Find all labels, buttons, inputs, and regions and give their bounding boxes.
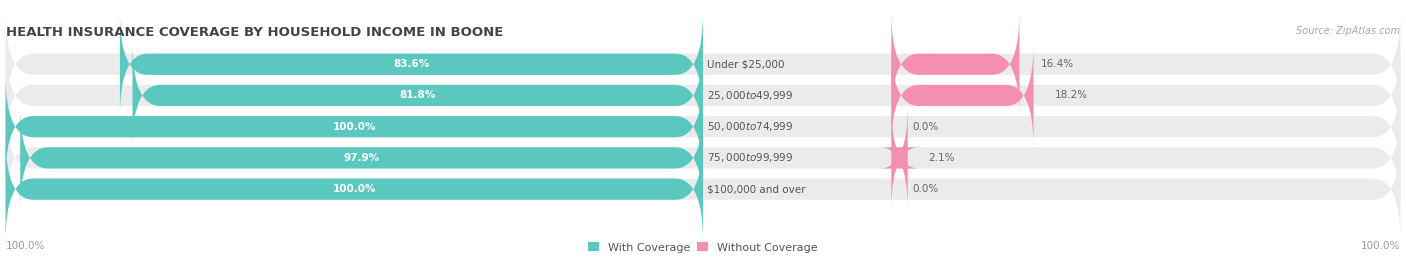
- Text: 83.6%: 83.6%: [394, 59, 430, 69]
- Text: $25,000 to $49,999: $25,000 to $49,999: [707, 89, 793, 102]
- Text: 0.0%: 0.0%: [912, 184, 938, 194]
- FancyBboxPatch shape: [880, 106, 920, 210]
- Text: 16.4%: 16.4%: [1040, 59, 1073, 69]
- Text: 100.0%: 100.0%: [6, 241, 45, 251]
- FancyBboxPatch shape: [20, 106, 703, 210]
- Text: 97.9%: 97.9%: [343, 153, 380, 163]
- FancyBboxPatch shape: [891, 44, 1033, 147]
- Text: 2.1%: 2.1%: [928, 153, 955, 163]
- FancyBboxPatch shape: [6, 12, 1400, 116]
- Text: Source: ZipAtlas.com: Source: ZipAtlas.com: [1296, 26, 1400, 36]
- Text: $50,000 to $74,999: $50,000 to $74,999: [707, 120, 793, 133]
- Text: $75,000 to $99,999: $75,000 to $99,999: [707, 151, 793, 164]
- FancyBboxPatch shape: [6, 75, 703, 179]
- Text: 0.0%: 0.0%: [912, 122, 938, 132]
- FancyBboxPatch shape: [891, 12, 1019, 116]
- FancyBboxPatch shape: [6, 137, 1400, 241]
- FancyBboxPatch shape: [6, 44, 1400, 147]
- FancyBboxPatch shape: [120, 12, 703, 116]
- Text: 100.0%: 100.0%: [333, 122, 375, 132]
- Text: Under $25,000: Under $25,000: [707, 59, 785, 69]
- Text: $100,000 and over: $100,000 and over: [707, 184, 806, 194]
- FancyBboxPatch shape: [6, 137, 703, 241]
- Text: 100.0%: 100.0%: [1361, 241, 1400, 251]
- FancyBboxPatch shape: [6, 75, 1400, 179]
- Text: 81.8%: 81.8%: [399, 90, 436, 100]
- Text: HEALTH INSURANCE COVERAGE BY HOUSEHOLD INCOME IN BOONE: HEALTH INSURANCE COVERAGE BY HOUSEHOLD I…: [6, 26, 503, 38]
- FancyBboxPatch shape: [6, 106, 1400, 210]
- Text: 18.2%: 18.2%: [1054, 90, 1087, 100]
- Legend: With Coverage, Without Coverage: With Coverage, Without Coverage: [588, 242, 818, 253]
- Text: 100.0%: 100.0%: [333, 184, 375, 194]
- FancyBboxPatch shape: [132, 44, 703, 147]
